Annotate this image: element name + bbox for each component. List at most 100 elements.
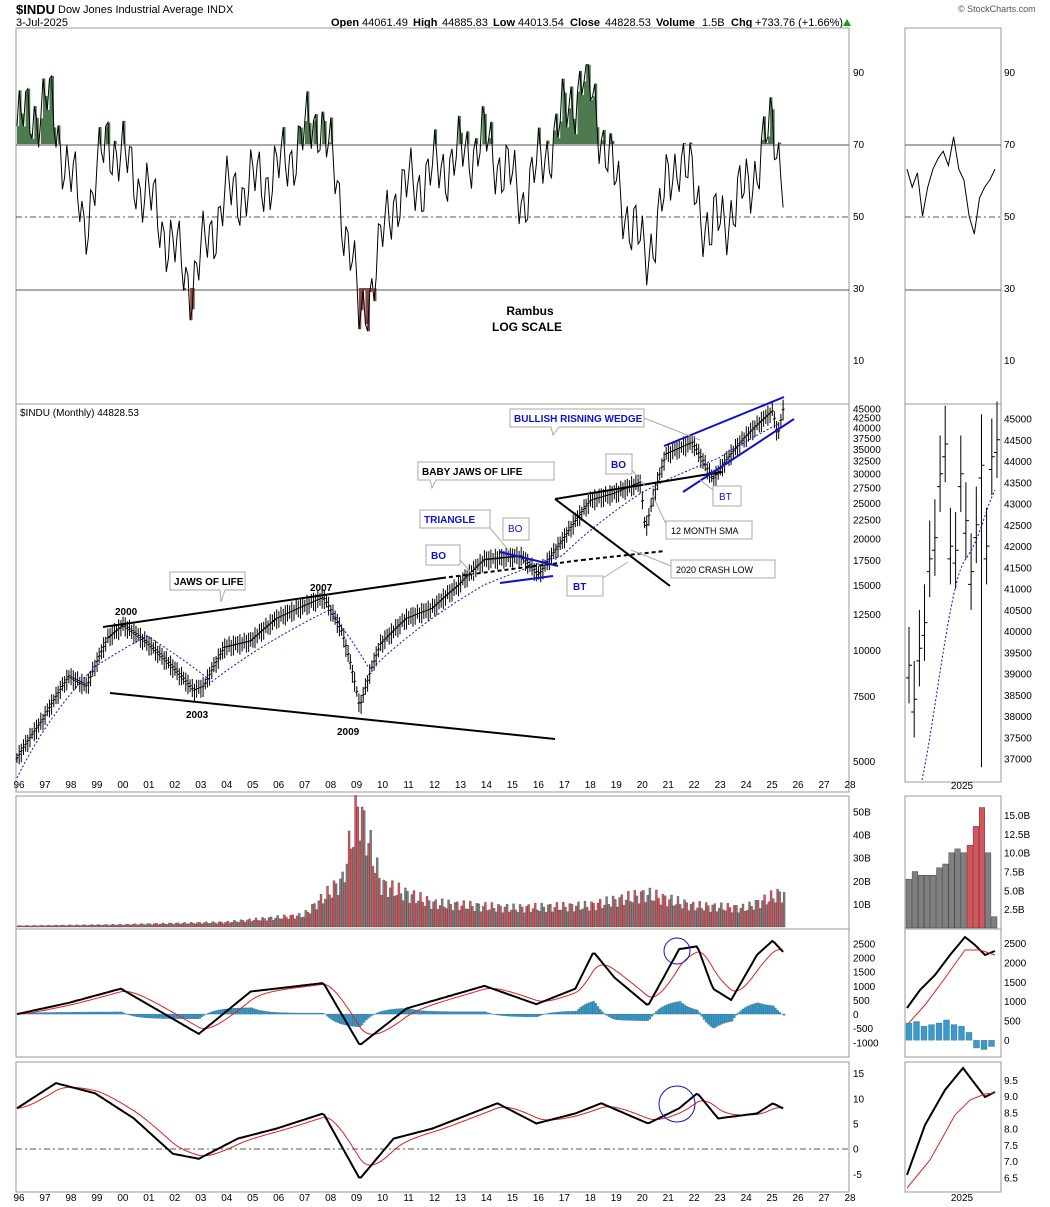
price-tick-45000: 45000 bbox=[853, 405, 881, 416]
triangle-lower bbox=[499, 575, 554, 584]
year-2000-label: 2000 bbox=[115, 607, 138, 618]
volume-ticks: 50B 40B 30B 20B 10B bbox=[853, 808, 871, 911]
x-tick-label-06: 06 bbox=[273, 1193, 285, 1204]
side-volume-tick-2.5B: 2.5B bbox=[1004, 905, 1025, 916]
chg-label: Chg bbox=[731, 17, 752, 29]
price-tick-22500: 22500 bbox=[853, 516, 881, 527]
year-2003-label: 2003 bbox=[186, 710, 209, 721]
x-tick-label-06: 06 bbox=[273, 780, 285, 791]
ppo-panel-frame bbox=[15, 1061, 850, 1193]
crash-callout bbox=[670, 559, 776, 579]
jaws-lower-line bbox=[109, 692, 556, 740]
x-tick-label-24: 24 bbox=[741, 1193, 753, 1204]
macd-highlight-circle bbox=[663, 937, 691, 965]
side-ppo-frame bbox=[904, 1061, 1002, 1193]
x-tick-label-23: 23 bbox=[715, 1193, 727, 1204]
price-tick-10000: 10000 bbox=[853, 646, 881, 657]
bo-pointer-jaws bbox=[459, 559, 475, 577]
bo-callout-baby-jaws bbox=[605, 453, 633, 475]
year-2007-label: 2007 bbox=[310, 583, 333, 594]
x-tick-label-01: 01 bbox=[143, 780, 155, 791]
wedge-upper bbox=[663, 396, 785, 447]
x-tick-label-26: 26 bbox=[793, 780, 805, 791]
close-value: 44828.53 bbox=[605, 17, 651, 29]
x-tick-label-28: 28 bbox=[844, 780, 856, 791]
x-tick-label-10: 10 bbox=[377, 1193, 389, 1204]
year-2009-label: 2009 bbox=[337, 727, 360, 738]
x-tick-label-99: 99 bbox=[91, 1193, 103, 1204]
macd-tick-2500: 2500 bbox=[853, 939, 876, 950]
side-ppo-signal bbox=[906, 1092, 996, 1189]
side-ppo-tick-7.5: 7.5 bbox=[1004, 1141, 1018, 1152]
rsi-tick-30: 30 bbox=[853, 284, 865, 295]
x-tick-label-24: 24 bbox=[741, 780, 753, 791]
volume-tick-30B: 30B bbox=[853, 854, 871, 865]
side-price-frame bbox=[904, 403, 1002, 783]
volume-value: 1.5B bbox=[702, 17, 725, 29]
side-price-tick-39500: 39500 bbox=[1004, 648, 1032, 659]
x-tick-label-19: 19 bbox=[611, 1193, 623, 1204]
volume-tick-10B: 10B bbox=[853, 900, 871, 911]
side-price-tick-44500: 44500 bbox=[1004, 436, 1032, 447]
x-tick-label-07: 07 bbox=[299, 1193, 311, 1204]
baby-jaws-upper bbox=[554, 471, 723, 500]
side-ppo-tick-8.5: 8.5 bbox=[1004, 1108, 1018, 1119]
x-tick-label-97: 97 bbox=[39, 1193, 51, 1204]
x-tick-label-08: 08 bbox=[325, 780, 337, 791]
sma-pointer bbox=[651, 493, 667, 525]
price-tick-7500: 7500 bbox=[853, 692, 876, 703]
wedge-callout bbox=[509, 408, 645, 437]
side-price-tick-38000: 38000 bbox=[1004, 712, 1032, 723]
price-tick-37500: 37500 bbox=[853, 434, 881, 445]
side-panel-layer: 90 70 50 30 10 45000 44500 44000 43500 43000 42500… bbox=[905, 68, 1032, 1189]
bt-pointer-wedge bbox=[699, 479, 714, 491]
x-tick-label-21: 21 bbox=[663, 780, 675, 791]
price-tick-27500: 27500 bbox=[853, 484, 881, 495]
side-macd-tick-500: 500 bbox=[1004, 1017, 1021, 1028]
x-tick-label-08: 08 bbox=[325, 1193, 337, 1204]
x-tick-label-14: 14 bbox=[481, 780, 493, 791]
price-tick-15000: 15000 bbox=[853, 581, 881, 592]
x-axis-bottom: 96 97 98 99 00 01 02 03 04 05 06 07 08 09 10 11 12 13 14 15… bbox=[13, 1193, 856, 1204]
bo-callout-triangle bbox=[502, 517, 530, 541]
triangle-pointer bbox=[489, 527, 511, 553]
x-tick-label-11: 11 bbox=[403, 780, 414, 791]
rsi-layer bbox=[16, 64, 784, 332]
side-volume-bar bbox=[942, 863, 949, 929]
price-tick-42500: 42500 bbox=[853, 414, 881, 425]
x-tick-label-05: 05 bbox=[247, 780, 259, 791]
side-macd-tick-2500: 2500 bbox=[1004, 939, 1027, 950]
baby-jaws-callout bbox=[417, 461, 555, 490]
side-price-tick-40500: 40500 bbox=[1004, 606, 1032, 617]
side-macd-histogram bbox=[905, 1019, 995, 1050]
price-tick-5000: 5000 bbox=[853, 757, 876, 768]
x-tick-label-98: 98 bbox=[65, 1193, 77, 1204]
log-scale-note: LOG SCALE bbox=[492, 320, 562, 334]
macd-tick-0: 0 bbox=[853, 1010, 859, 1021]
x-tick-label-09: 09 bbox=[351, 1193, 363, 1204]
x-tick-label-09: 09 bbox=[351, 780, 363, 791]
ppo-tick--5: -5 bbox=[853, 1170, 862, 1181]
ppo-tick-10: 10 bbox=[853, 1094, 865, 1105]
side-rsi-tick-50: 50 bbox=[1004, 212, 1016, 223]
price-bars bbox=[15, 399, 785, 765]
x-tick-label-03: 03 bbox=[195, 780, 207, 791]
x-tick-label-04: 04 bbox=[221, 780, 233, 791]
price-tick-25000: 25000 bbox=[853, 499, 881, 510]
volume-up-bars bbox=[16, 795, 784, 928]
volume-tick-20B: 20B bbox=[853, 877, 871, 888]
rsi-tick-70: 70 bbox=[853, 140, 865, 151]
side-volume-bar bbox=[966, 845, 973, 929]
x-tick-label-02: 02 bbox=[169, 780, 181, 791]
x-tick-label-00: 00 bbox=[117, 1193, 129, 1204]
side-rsi-frame bbox=[904, 27, 1002, 405]
price-tick-35000: 35000 bbox=[853, 445, 881, 456]
ppo-layer bbox=[16, 1082, 784, 1179]
macd-tick-2000: 2000 bbox=[853, 954, 876, 965]
side-volume-bar bbox=[930, 875, 937, 929]
bt-label-triangle: BT bbox=[573, 582, 586, 593]
x-tick-label-27: 27 bbox=[818, 1193, 830, 1204]
price-tick-30000: 30000 bbox=[853, 470, 881, 481]
